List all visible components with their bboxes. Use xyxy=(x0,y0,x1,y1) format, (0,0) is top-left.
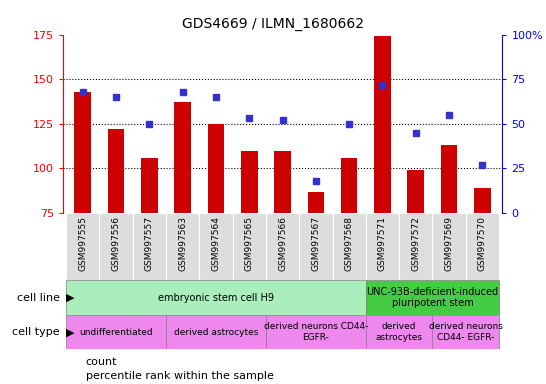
Bar xyxy=(199,213,233,280)
Text: GSM997568: GSM997568 xyxy=(345,217,354,271)
Text: GSM997563: GSM997563 xyxy=(178,217,187,271)
Text: GSM997556: GSM997556 xyxy=(111,217,121,271)
Bar xyxy=(174,103,191,213)
Text: derived neurons
CD44- EGFR-: derived neurons CD44- EGFR- xyxy=(429,323,503,342)
Bar xyxy=(266,213,299,280)
Text: GDS4669 / ILMN_1680662: GDS4669 / ILMN_1680662 xyxy=(182,17,364,31)
Bar xyxy=(374,36,391,213)
Bar xyxy=(466,213,499,280)
Bar xyxy=(333,213,366,280)
Bar xyxy=(66,280,366,315)
Bar xyxy=(441,145,458,213)
Text: GSM997565: GSM997565 xyxy=(245,217,254,271)
Bar xyxy=(66,213,99,280)
Bar xyxy=(207,124,224,213)
Text: derived
astrocytes: derived astrocytes xyxy=(376,323,423,342)
Bar xyxy=(341,158,358,213)
Bar xyxy=(66,315,166,349)
Bar xyxy=(274,151,291,213)
Bar xyxy=(366,315,432,349)
Text: cell line: cell line xyxy=(17,293,60,303)
Bar xyxy=(133,213,166,280)
Bar xyxy=(108,129,124,213)
Bar xyxy=(99,213,133,280)
Bar xyxy=(233,213,266,280)
Text: derived neurons CD44-
EGFR-: derived neurons CD44- EGFR- xyxy=(264,323,368,342)
Text: GSM997570: GSM997570 xyxy=(478,217,487,271)
Bar xyxy=(432,315,499,349)
Bar xyxy=(74,92,91,213)
Text: GSM997567: GSM997567 xyxy=(311,217,321,271)
Bar xyxy=(299,213,333,280)
Bar xyxy=(399,213,432,280)
Bar xyxy=(432,213,466,280)
Bar xyxy=(474,188,491,213)
Text: UNC-93B-deficient-induced
pluripotent stem: UNC-93B-deficient-induced pluripotent st… xyxy=(366,287,498,308)
Bar xyxy=(166,315,266,349)
Text: ▶: ▶ xyxy=(66,293,74,303)
Text: GSM997557: GSM997557 xyxy=(145,217,154,271)
Bar xyxy=(407,170,424,213)
Bar xyxy=(166,213,199,280)
Text: embryonic stem cell H9: embryonic stem cell H9 xyxy=(158,293,274,303)
Text: GSM997566: GSM997566 xyxy=(278,217,287,271)
Text: GSM997571: GSM997571 xyxy=(378,217,387,271)
Text: cell type: cell type xyxy=(13,327,60,337)
Bar xyxy=(366,213,399,280)
Text: GSM997564: GSM997564 xyxy=(211,217,221,271)
Text: GSM997572: GSM997572 xyxy=(411,217,420,271)
Bar xyxy=(141,158,158,213)
Text: ▶: ▶ xyxy=(66,327,74,337)
Text: derived astrocytes: derived astrocytes xyxy=(174,328,258,337)
Text: GSM997569: GSM997569 xyxy=(444,217,454,271)
Bar xyxy=(266,315,366,349)
Text: count: count xyxy=(86,358,117,367)
Bar xyxy=(241,151,258,213)
Bar xyxy=(366,280,499,315)
Bar xyxy=(307,192,324,213)
Text: percentile rank within the sample: percentile rank within the sample xyxy=(86,371,274,381)
Text: undifferentiated: undifferentiated xyxy=(79,328,153,337)
Text: GSM997555: GSM997555 xyxy=(78,217,87,271)
